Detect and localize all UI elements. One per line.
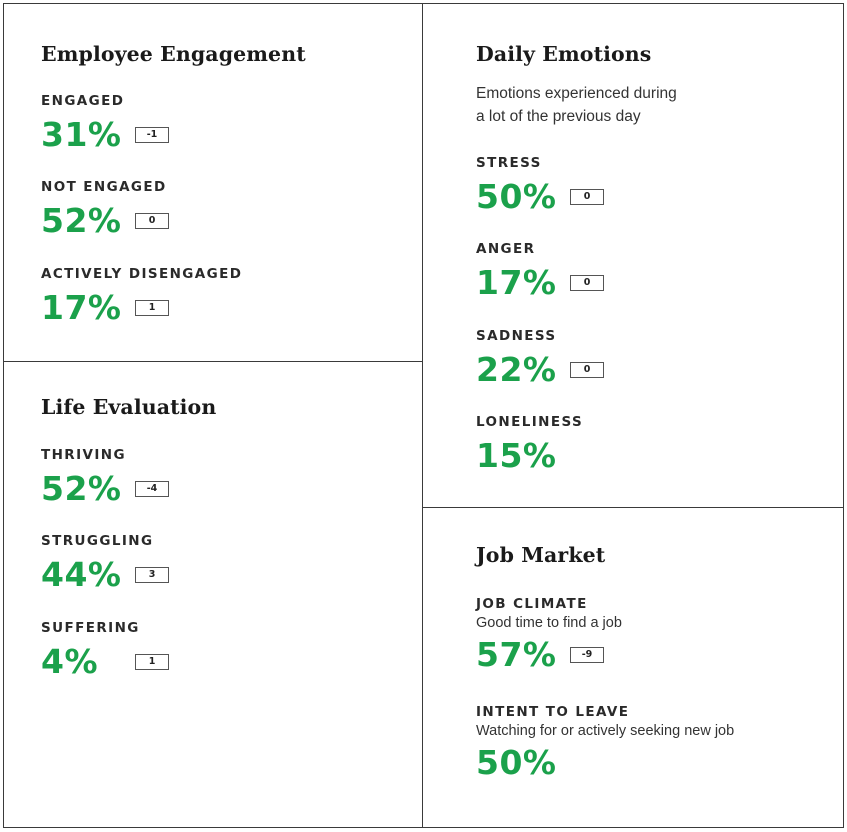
job-market-panel: Job Market JOB CLIMATE Good time to find…: [476, 543, 836, 823]
metric-sadness: SADNESS 22% 0: [476, 328, 604, 394]
change-badge: -1: [135, 127, 169, 143]
metric-thriving: THRIVING 52% -4: [41, 447, 169, 513]
metric-label: SADNESS: [476, 328, 557, 344]
metric-actively-disengaged: ACTIVELY DISENGAGED 17% 1: [41, 266, 242, 332]
center-divider: [422, 3, 423, 828]
metric-value: 52%: [41, 469, 122, 508]
panel-title: Daily Emotions: [476, 42, 652, 66]
left-horizontal-divider: [3, 361, 423, 362]
metric-anger: ANGER 17% 0: [476, 241, 604, 307]
metric-value: 22%: [476, 350, 557, 389]
right-horizontal-divider: [422, 507, 844, 508]
metric-label: STRUGGLING: [41, 533, 154, 549]
metric-label: ANGER: [476, 241, 536, 257]
metric-not-engaged: NOT ENGAGED 52% 0: [41, 179, 169, 245]
metric-label: INTENT TO LEAVE: [476, 704, 630, 720]
change-badge: 1: [135, 654, 169, 670]
life-evaluation-panel: Life Evaluation THRIVING 52% -4 STRUGGLI…: [41, 395, 411, 815]
metric-value: 15%: [476, 436, 557, 475]
right-border: [843, 3, 844, 828]
metric-label: LONELINESS: [476, 414, 584, 430]
metric-job-climate: JOB CLIMATE Good time to find a job 57% …: [476, 596, 622, 679]
change-badge: -4: [135, 481, 169, 497]
metric-label: THRIVING: [41, 447, 126, 463]
metric-label: SUFFERING: [41, 620, 140, 636]
metric-label: ENGAGED: [41, 93, 125, 109]
daily-emotions-panel: Daily Emotions Emotions experienced duri…: [476, 42, 836, 502]
change-badge: 0: [135, 213, 169, 229]
metric-stress: STRESS 50% 0: [476, 155, 604, 221]
description-line: Emotions experienced during: [476, 85, 677, 102]
change-badge: 0: [570, 362, 604, 378]
metric-subtitle: Good time to find a job: [476, 615, 622, 631]
metric-value: 17%: [476, 263, 557, 302]
metric-value: 31%: [41, 115, 122, 154]
metric-value: 4%: [41, 642, 99, 681]
metric-label: NOT ENGAGED: [41, 179, 167, 195]
change-badge: 0: [570, 189, 604, 205]
metric-value: 50%: [476, 177, 557, 216]
metric-label: STRESS: [476, 155, 542, 171]
panel-description: Emotions experienced during a lot of the…: [476, 82, 836, 128]
metric-value: 44%: [41, 555, 122, 594]
metric-label: ACTIVELY DISENGAGED: [41, 266, 243, 282]
metric-subtitle: Watching for or actively seeking new job: [476, 723, 735, 739]
description-line: a lot of the previous day: [476, 108, 641, 125]
metric-label: JOB CLIMATE: [476, 596, 588, 612]
bottom-border: [3, 827, 844, 828]
metric-value: 17%: [41, 288, 122, 327]
employee-engagement-panel: Employee Engagement ENGAGED 31% -1 NOT E…: [41, 42, 411, 352]
panel-title: Employee Engagement: [41, 42, 306, 66]
metric-value: 52%: [41, 201, 122, 240]
change-badge: 3: [135, 567, 169, 583]
metric-engaged: ENGAGED 31% -1: [41, 93, 169, 159]
metric-value: 57%: [476, 635, 557, 674]
change-badge: 0: [570, 275, 604, 291]
panel-title: Job Market: [476, 543, 606, 567]
metric-struggling: STRUGGLING 44% 3: [41, 533, 169, 599]
left-border: [3, 3, 4, 828]
panel-title: Life Evaluation: [41, 395, 217, 419]
change-badge: 1: [135, 300, 169, 316]
change-badge: -9: [570, 647, 604, 663]
metric-loneliness: LONELINESS 15%: [476, 414, 583, 480]
metric-value: 50%: [476, 743, 557, 782]
metric-suffering: SUFFERING 4% 1: [41, 620, 169, 686]
metric-intent-to-leave: INTENT TO LEAVE Watching for or actively…: [476, 704, 734, 787]
top-border: [3, 3, 844, 4]
